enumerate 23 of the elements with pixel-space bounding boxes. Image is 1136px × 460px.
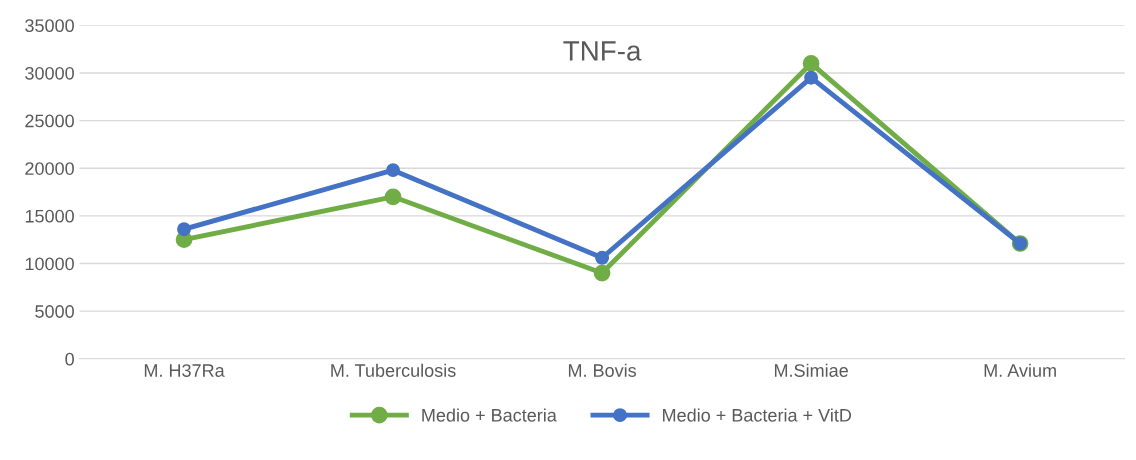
x-tick-label: M. Bovis bbox=[568, 363, 637, 377]
y-tick-label: 15000 bbox=[25, 209, 74, 223]
x-tick-label: M. Avium bbox=[984, 363, 1056, 377]
point bbox=[386, 163, 401, 178]
y-tick-label: 0 bbox=[65, 352, 74, 366]
y-tick-label: 20000 bbox=[25, 162, 74, 175]
y-tick-label: 35000 bbox=[25, 19, 74, 33]
legend-label: Medio + Bacteria bbox=[422, 408, 557, 422]
y-tick-label: 30000 bbox=[25, 66, 74, 80]
point bbox=[804, 70, 819, 85]
x-tick-label: M. Tuberculosis bbox=[331, 363, 456, 377]
point bbox=[177, 222, 191, 237]
legend-label: Medio + Bacteria + VitD bbox=[663, 408, 852, 422]
point bbox=[595, 250, 610, 265]
x-tick-label: M.Simiae bbox=[774, 363, 848, 377]
point bbox=[802, 55, 820, 72]
y-tick-label: 25000 bbox=[25, 114, 74, 128]
point bbox=[593, 264, 611, 282]
y-tick-label: 10000 bbox=[25, 257, 74, 271]
chart-title: TNF-a bbox=[563, 41, 642, 61]
point bbox=[384, 188, 402, 206]
x-tick-label: M. H37Ra bbox=[144, 364, 225, 377]
y-tick-label: 5000 bbox=[35, 305, 74, 318]
